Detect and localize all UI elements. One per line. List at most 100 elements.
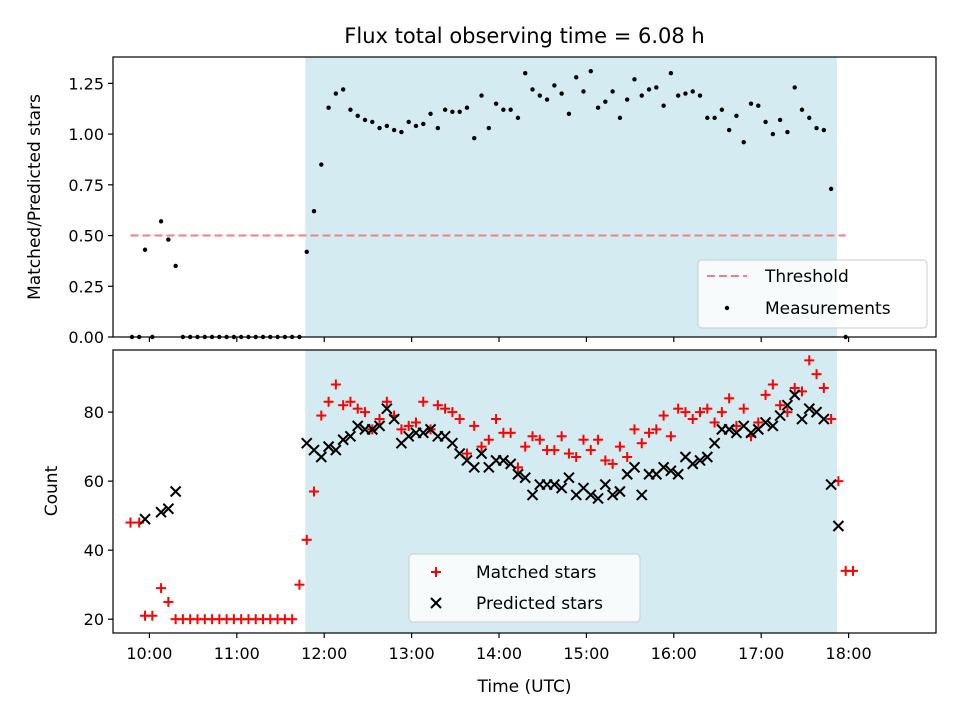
top-x-axis xyxy=(148,337,850,342)
predicted-stars-point xyxy=(526,489,539,501)
predicted-stars-point xyxy=(322,440,335,453)
matched-stars-point xyxy=(724,393,735,404)
predicted-stars-point xyxy=(139,513,151,525)
matched-stars-point xyxy=(381,396,392,407)
matched-stars-point xyxy=(418,396,429,407)
bottom-y-axis-label: Count xyxy=(42,465,62,516)
predicted-stars-point xyxy=(628,461,641,474)
matched-stars-point xyxy=(483,434,494,445)
matched-stars-point xyxy=(396,424,407,435)
matched-stars-point xyxy=(695,407,706,418)
matched-stars-point xyxy=(461,448,472,459)
measurement-point xyxy=(435,125,441,131)
matched-stars-point xyxy=(374,414,385,425)
measurement-point xyxy=(770,131,776,137)
matched-stars-point xyxy=(294,579,305,590)
matched-stars-point xyxy=(607,458,618,469)
matched-stars-point xyxy=(571,451,582,462)
predicted-stars-point xyxy=(606,489,619,501)
measurement-point xyxy=(581,89,586,94)
matched-stars-point xyxy=(614,441,625,452)
matched-stars-point xyxy=(345,396,356,407)
matched-stars-point xyxy=(527,431,538,442)
predicted-stars-point xyxy=(832,520,845,532)
top-y-axis-label: Matched/Predicted stars xyxy=(25,94,45,300)
measurement-point xyxy=(319,162,324,167)
predicted-stars-point xyxy=(402,430,415,442)
measurement-point xyxy=(821,127,827,133)
y-tick-label: 80 xyxy=(84,403,104,422)
predicted-stars-point xyxy=(344,430,357,442)
y-tick-label: 60 xyxy=(84,472,104,491)
x-tick-label: 11:00 xyxy=(214,644,260,663)
matched-stars-point xyxy=(738,403,749,414)
measurement-point xyxy=(384,123,390,129)
measurement-point xyxy=(406,119,411,125)
matched-stars-point xyxy=(287,614,298,625)
matched-stars-point xyxy=(403,420,414,431)
measurement-point xyxy=(501,107,506,112)
measurement-point xyxy=(566,111,572,117)
x-tick-label: 13:00 xyxy=(389,644,435,663)
measurement-point xyxy=(683,91,688,96)
matched-stars-point xyxy=(658,410,669,421)
measurement-point xyxy=(544,97,550,102)
matched-stars-point xyxy=(709,417,720,428)
matched-stars-point xyxy=(125,517,136,528)
predicted-stars-point xyxy=(723,423,735,436)
matched-stars-point xyxy=(818,382,829,393)
predicted-stars-point xyxy=(169,485,182,498)
matched-stars-point xyxy=(585,445,596,456)
matched-stars-point xyxy=(804,355,815,366)
top-legend-box xyxy=(697,259,928,329)
matched-stars-point xyxy=(636,438,647,449)
predicted-stars-point xyxy=(417,427,429,439)
matched-stars-point xyxy=(775,400,786,411)
y-tick-label: 0.75 xyxy=(68,176,104,195)
x-tick-label: 18:00 xyxy=(826,644,872,663)
measurement-point xyxy=(588,69,593,74)
measurement-point xyxy=(763,119,768,125)
matched-stars-point xyxy=(520,441,531,452)
measurement-point xyxy=(785,129,790,135)
predicted-stars-point xyxy=(708,437,721,449)
matched-stars-point xyxy=(491,414,502,425)
x-axis-label: Time (UTC) xyxy=(477,677,572,697)
predicted-stars-point xyxy=(592,492,604,505)
top-legend: Threshold Measurements xyxy=(697,259,928,329)
matched-stars-point xyxy=(651,424,662,435)
matched-stars-point xyxy=(316,410,327,421)
predicted-stars-point xyxy=(745,427,757,439)
measurement-point xyxy=(792,85,797,90)
measurement-point xyxy=(457,109,462,114)
bottom-plot-frame xyxy=(112,349,937,634)
matched-stars-point xyxy=(767,379,778,390)
measurement-point xyxy=(552,83,557,88)
predicted-stars-point xyxy=(337,434,349,446)
measurement-point xyxy=(479,93,484,98)
matched-stars-point xyxy=(447,407,458,418)
bottom-legend-box xyxy=(408,553,641,623)
predicted-stars-point xyxy=(636,489,648,501)
measurement-point xyxy=(574,75,579,80)
predicted-stars-point xyxy=(352,420,364,432)
measurement-point xyxy=(719,107,725,112)
measurement-point xyxy=(654,85,659,90)
predicted-stars-point xyxy=(548,478,561,491)
measurement-point xyxy=(428,111,433,117)
predicted-stars-point xyxy=(519,471,531,484)
legend-measurements-label: Measurements xyxy=(765,299,891,319)
matched-stars-point xyxy=(673,403,684,414)
measurement-point xyxy=(326,105,331,110)
predicted-stars-point xyxy=(599,478,612,491)
measurement-point xyxy=(712,115,717,121)
x-tick-label: 12:00 xyxy=(301,644,347,663)
predicted-stars-point xyxy=(381,402,393,415)
predicted-stars-point xyxy=(694,454,706,467)
legend-predicted-label: Predicted stars xyxy=(476,594,603,614)
matched-stars-point xyxy=(454,414,465,425)
matched-stars-point xyxy=(687,414,698,425)
x-tick-label: 17:00 xyxy=(738,644,784,663)
predicted-stars-point xyxy=(687,458,699,470)
